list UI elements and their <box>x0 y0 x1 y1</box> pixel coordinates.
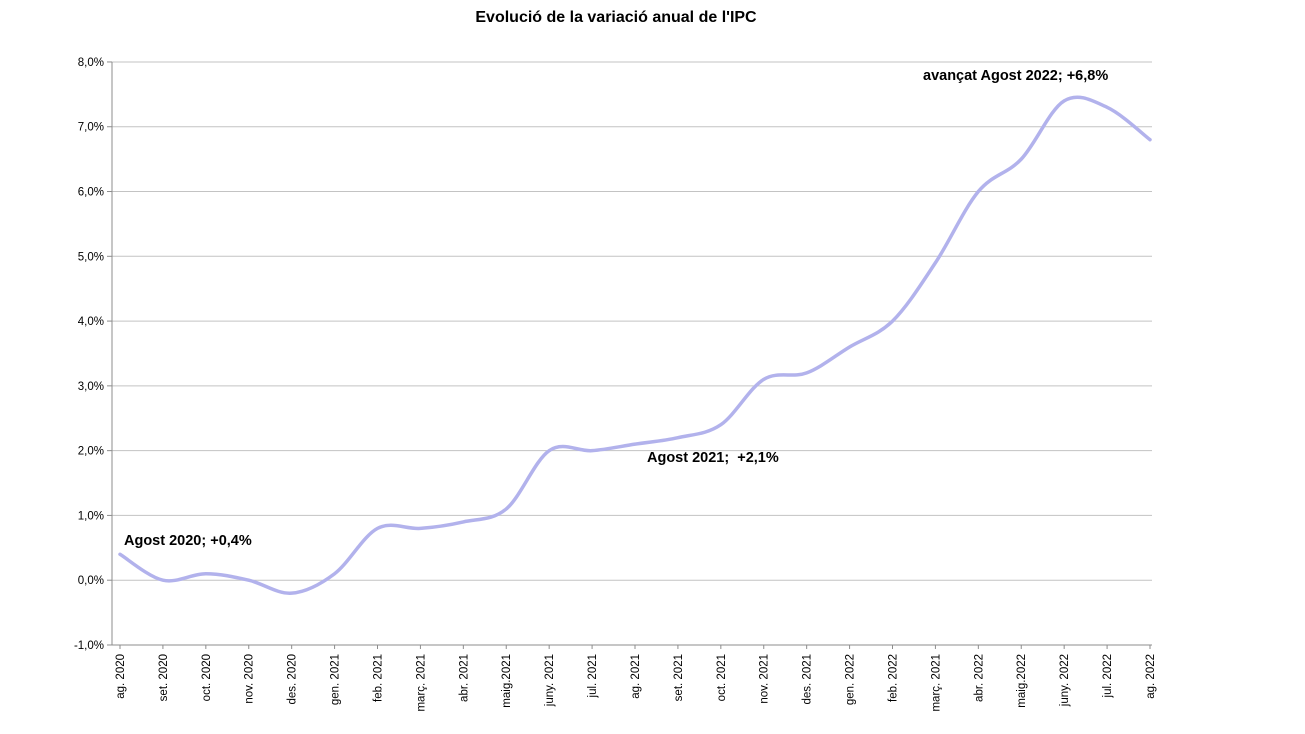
x-tick-label: juny. 2022 <box>1059 654 1071 707</box>
y-tick-label: 6,0% <box>78 187 104 199</box>
x-tick-label: ag. 2021 <box>630 654 642 699</box>
x-tick-label: març. 2021 <box>930 654 942 712</box>
x-tick-label: des. 2021 <box>802 654 814 705</box>
y-tick-label: 0,0% <box>78 575 104 587</box>
x-tick-label: ag. 2022 <box>1145 654 1157 699</box>
y-tick-label: 2,0% <box>78 446 104 458</box>
x-tick-label: gen. 2022 <box>845 654 857 705</box>
chart-line <box>118 95 1152 595</box>
x-tick-label: ag. 2020 <box>115 654 127 699</box>
x-tick-label: gen. 2021 <box>330 654 342 705</box>
y-tick-label: 4,0% <box>78 316 104 328</box>
x-tick-label: jul. 2022 <box>1102 654 1114 698</box>
x-tick-label: nov. 2020 <box>244 654 256 704</box>
y-tick-label: 8,0% <box>78 57 104 69</box>
x-tick-label: feb. 2021 <box>373 654 385 702</box>
x-tick-label: oct. 2020 <box>201 654 213 701</box>
x-tick-label: des. 2020 <box>287 654 299 705</box>
x-tick-label: maig.2022 <box>1016 654 1028 708</box>
x-tick-label: març. 2021 <box>415 654 427 712</box>
x-tick-label: abr. 2021 <box>458 654 470 702</box>
x-tick-label: feb. 2022 <box>888 654 900 702</box>
x-tick-label: abr. 2022 <box>973 654 985 702</box>
data-label-annotation: avançat Agost 2022; +6,8% <box>923 68 1109 84</box>
chart-title: Evolució de la variació anual de l'IPC <box>475 9 757 26</box>
y-tick-label: 7,0% <box>78 122 104 134</box>
x-tick-label: set. 2021 <box>673 654 685 701</box>
x-tick-label: oct. 2021 <box>716 654 728 701</box>
data-label-annotation: Agost 2020; +0,4% <box>124 533 252 549</box>
y-tick-label: 5,0% <box>78 251 104 263</box>
y-tick-label: 3,0% <box>78 381 104 393</box>
x-tick-label: jul. 2021 <box>587 654 599 698</box>
x-tick-label: juny. 2021 <box>544 654 556 707</box>
x-tick-label: set. 2020 <box>158 654 170 701</box>
y-tick-label: 1,0% <box>78 510 104 522</box>
x-tick-label: nov. 2021 <box>759 654 771 704</box>
y-tick-label: -1,0% <box>74 640 104 652</box>
x-tick-label: maig.2021 <box>501 654 513 708</box>
data-label-annotation: Agost 2021; +2,1% <box>647 450 779 466</box>
